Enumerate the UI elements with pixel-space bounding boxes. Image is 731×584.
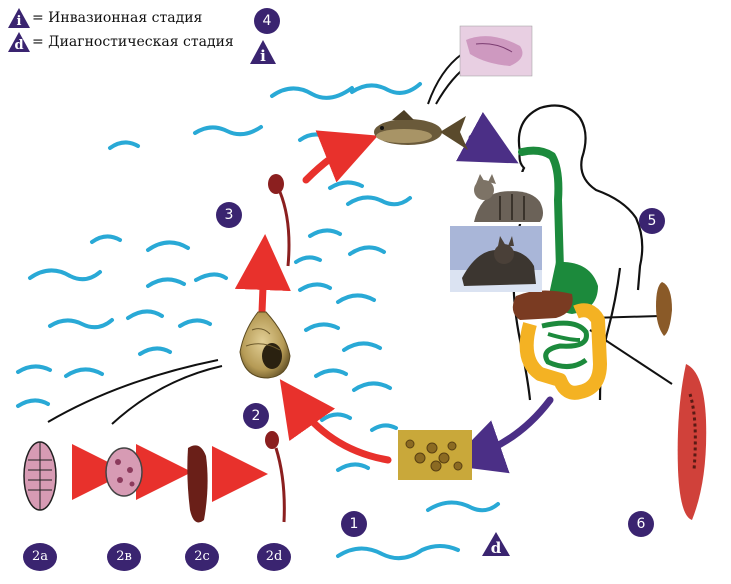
wave xyxy=(346,195,412,207)
wave xyxy=(320,412,352,422)
wave xyxy=(342,341,382,352)
stage-5-badge: 5 xyxy=(639,208,665,234)
wave xyxy=(336,293,376,304)
wave xyxy=(16,398,50,408)
cercaria xyxy=(268,174,291,267)
diagnostic-symbol: d xyxy=(14,38,23,52)
infective-stage-icon: i xyxy=(250,40,276,64)
legend-diagnostic: d = Диагностическая стадия xyxy=(8,30,234,54)
arrow-snail-to-cercaria xyxy=(234,234,291,316)
stage-2d-cercaria xyxy=(265,431,286,523)
water-cycle-arrows xyxy=(72,130,392,502)
wave xyxy=(308,228,342,238)
stage-2a-egg xyxy=(23,441,57,511)
wave xyxy=(352,381,392,392)
arrow-human-to-eggs xyxy=(447,396,554,474)
infective-marker: i xyxy=(260,47,266,64)
water-waves xyxy=(16,82,500,561)
histology-image xyxy=(459,25,533,77)
wave xyxy=(146,240,190,252)
wave xyxy=(298,132,332,142)
wave xyxy=(328,180,364,190)
cat-definitive-host xyxy=(464,172,546,224)
stage-2c-redia xyxy=(187,445,208,523)
wave xyxy=(64,367,104,378)
snail-first-host xyxy=(239,311,291,379)
wave xyxy=(90,234,122,244)
eggs-micrograph xyxy=(398,430,472,480)
stage-4-badge: 4 xyxy=(254,8,280,34)
wave xyxy=(194,272,228,282)
fish-second-host xyxy=(374,110,468,150)
small-intestine xyxy=(541,320,589,369)
infective-symbol: i xyxy=(17,14,22,28)
wave xyxy=(294,255,322,264)
pointer-line xyxy=(427,53,463,105)
infective-legend-text: = Инвазионная стадия xyxy=(32,10,203,26)
stage-1-badge: 1 xyxy=(341,511,367,537)
wave xyxy=(336,462,370,472)
adult-worm-small xyxy=(656,282,672,336)
pointer-line xyxy=(47,359,219,423)
infective-triangle-icon: i xyxy=(8,8,30,28)
pointer-line xyxy=(111,365,223,425)
wave xyxy=(138,346,172,356)
legend: i = Инвазионная стадия d = Диагностическ… xyxy=(8,6,234,54)
stage-2c-badge: 2c xyxy=(185,543,219,571)
wave xyxy=(28,268,102,282)
esophagus xyxy=(518,146,564,274)
wave xyxy=(270,86,354,100)
stage-2a-badge: 2a xyxy=(23,543,57,571)
liver xyxy=(512,290,573,320)
wolf-definitive-host xyxy=(450,226,542,292)
arrow-cercaria-to-fish xyxy=(302,130,378,184)
adult-worm-large xyxy=(677,364,707,520)
stage-2b-sporocyst xyxy=(105,447,143,497)
stage-6-badge: 6 xyxy=(628,511,654,537)
host-arrows xyxy=(447,112,554,474)
wave xyxy=(350,82,422,95)
legend-infective: i = Инвазионная стадия xyxy=(8,6,234,30)
wave xyxy=(298,282,332,292)
stage-2b-badge: 2в xyxy=(107,543,141,571)
arrow-fish-to-human xyxy=(456,112,519,164)
stage-2d-badge: 2d xyxy=(257,543,291,571)
wave xyxy=(314,368,348,378)
large-intestine xyxy=(519,303,607,400)
wave xyxy=(16,364,52,374)
stage-3-badge: 3 xyxy=(216,202,242,228)
wave xyxy=(178,318,212,328)
wave xyxy=(48,318,114,330)
diagnostic-stage-icon: d xyxy=(482,532,510,556)
digestive-system xyxy=(512,146,607,400)
wave xyxy=(146,277,186,288)
wave xyxy=(304,322,340,332)
wave xyxy=(126,309,164,320)
diagnostic-legend-text: = Диагностическая стадия xyxy=(32,34,234,50)
wave xyxy=(370,423,398,432)
diagnostic-triangle-icon: d xyxy=(8,32,30,52)
wave xyxy=(348,245,386,256)
diagnostic-marker: d xyxy=(491,539,502,556)
pointer-lines xyxy=(47,53,673,425)
wave xyxy=(193,125,263,137)
wave xyxy=(336,544,460,561)
wave xyxy=(108,140,140,150)
stage-2-badge: 2 xyxy=(243,403,269,429)
wave xyxy=(426,500,500,513)
arrow-egg-to-snail xyxy=(279,379,392,464)
